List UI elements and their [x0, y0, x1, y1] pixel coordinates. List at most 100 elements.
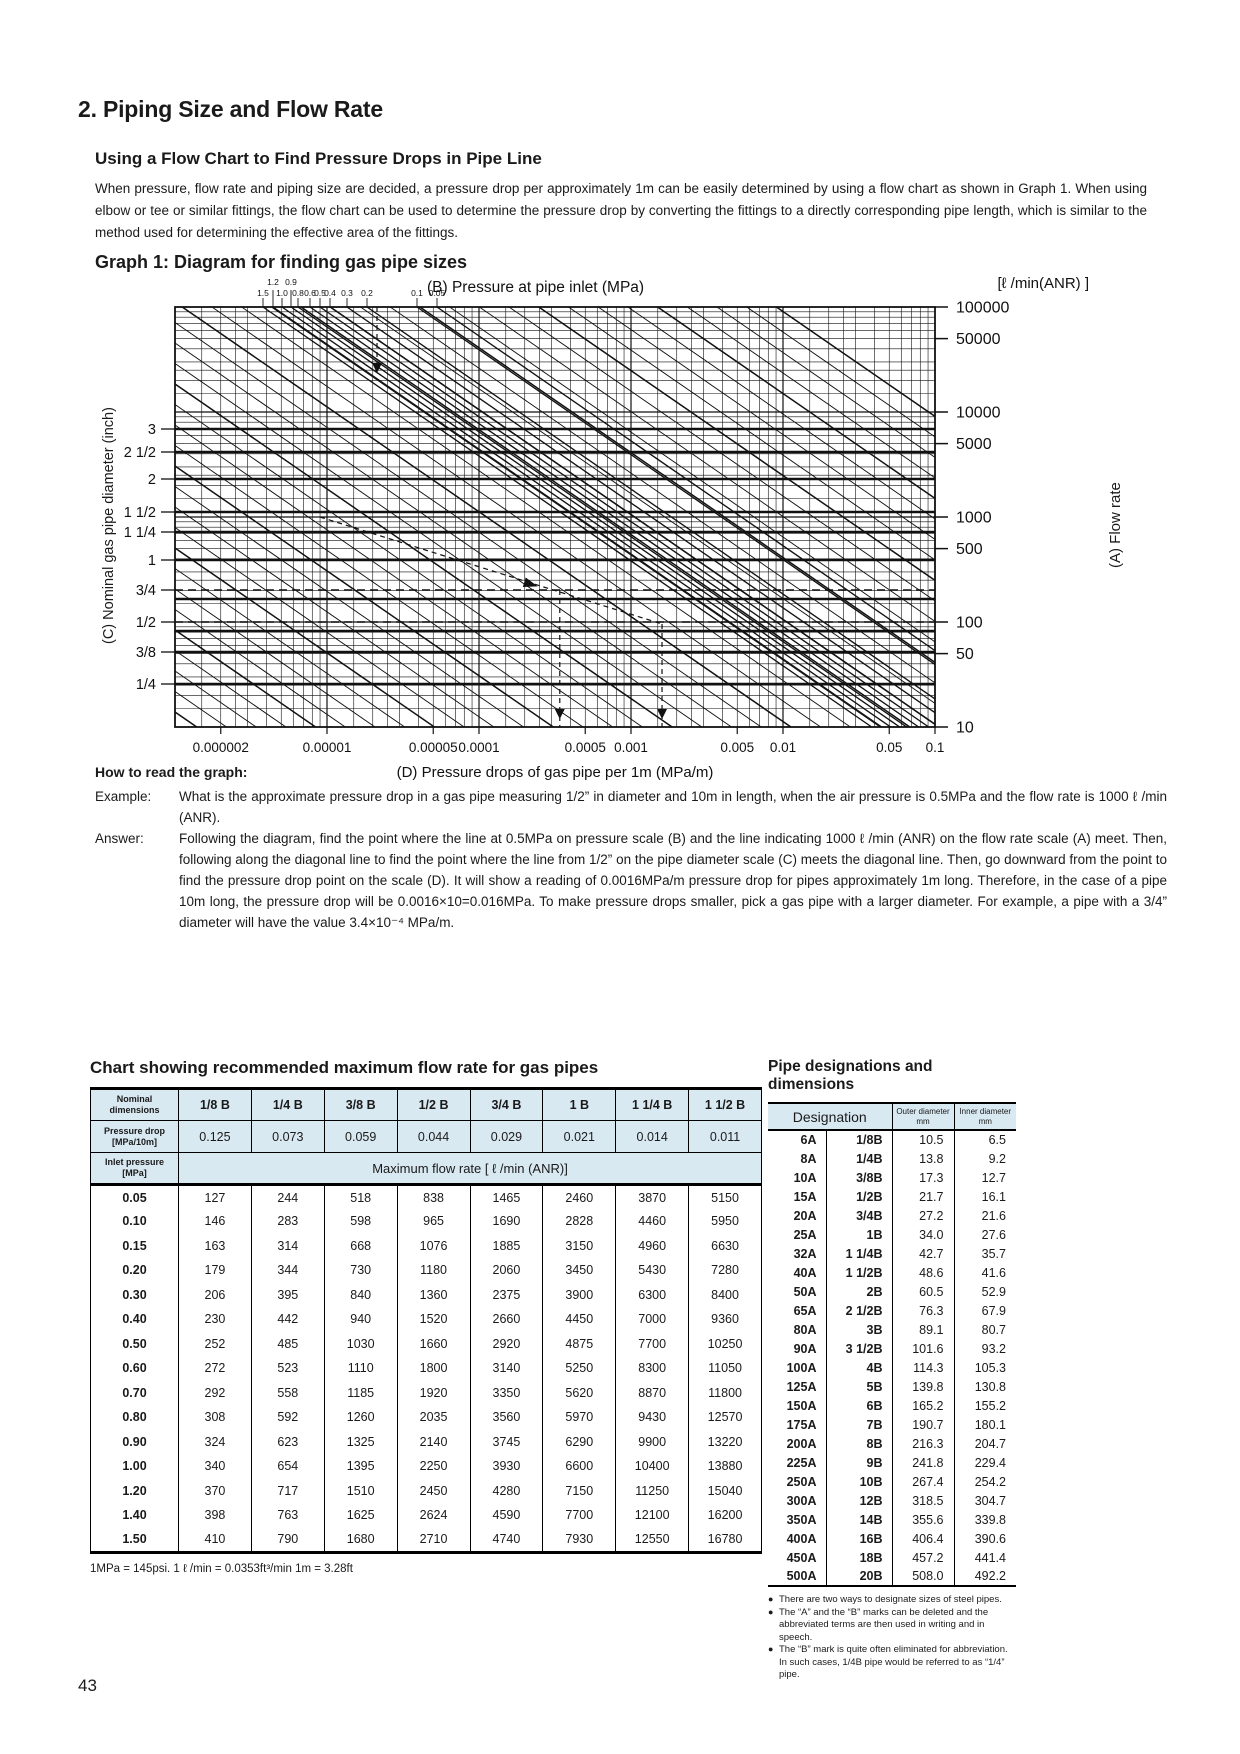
- flow-value: 11050: [688, 1356, 762, 1381]
- flow-value: 3870: [615, 1184, 690, 1209]
- flow-value: 7000: [615, 1307, 690, 1332]
- inlet-pressure-value: 0.05: [90, 1184, 179, 1209]
- diagonal-line: [181, 306, 792, 728]
- column-header: 1 1/4 B: [615, 1088, 690, 1121]
- flow-value: 8870: [615, 1380, 690, 1405]
- intro-paragraph: When pressure, flow rate and piping size…: [95, 181, 1147, 240]
- pressure-drop-row: Pressure drop [MPa/10m] 0.125 0.073 0.059 0.…: [90, 1120, 762, 1153]
- flow-value: 5970: [542, 1405, 617, 1430]
- flow-value: 1030: [323, 1331, 398, 1356]
- flow-value: 1920: [396, 1380, 471, 1405]
- flow-value: 940: [323, 1307, 398, 1332]
- flow-value: 2450: [396, 1478, 471, 1503]
- flow-value: 1185: [323, 1380, 398, 1405]
- flow-value: 344: [250, 1258, 325, 1283]
- bottom-tick-label: 0.000002: [193, 740, 249, 755]
- howto-answer-row: Answer: Following the diagram, find the …: [95, 828, 1167, 933]
- designation-b: 1/8B: [826, 1130, 893, 1149]
- outer-diameter-value: 10.5: [892, 1130, 955, 1149]
- inlet-pressure-value: 0.20: [90, 1258, 179, 1283]
- designation-b: 6B: [826, 1396, 893, 1415]
- nomograph-chart: 1.5 1.2 1.0 0.9 0.8 0.6 0.5 0.4 0.3 0.2 0.1 0.05 3 2 …: [75, 272, 1195, 784]
- top-tick-label: 0.1: [411, 288, 423, 298]
- designation-a: 80A: [768, 1320, 827, 1339]
- outer-diameter-value: 457.2: [892, 1548, 955, 1567]
- flow-value: 244: [250, 1184, 325, 1209]
- flow-value: 1625: [323, 1503, 398, 1528]
- designation-a: 6A: [768, 1130, 827, 1149]
- outer-diameter-value: 42.7: [892, 1244, 955, 1263]
- pipe-table-section: Pipe designations and dimensions Designa…: [768, 1058, 1018, 1682]
- column-header: 1/2 B: [396, 1088, 471, 1121]
- inner-diameter-value: 41.6: [981, 1265, 1006, 1280]
- table-row: 125A 5B 139.8 130.8: [768, 1377, 1016, 1396]
- inlet-pressure-value: 1.00: [90, 1454, 179, 1479]
- flow-value: 838: [396, 1184, 471, 1209]
- outer-diameter-value: 216.3: [892, 1434, 955, 1453]
- diagonal-line: [174, 404, 643, 728]
- inner-diameter-value: 67.9: [981, 1303, 1006, 1318]
- pressure-line: [346, 306, 936, 714]
- pressure-drop-value: 0.021: [542, 1120, 617, 1153]
- designation-b: 2B: [826, 1282, 893, 1301]
- inlet-pressure-value: 0.30: [90, 1282, 179, 1307]
- flow-value: 442: [250, 1307, 325, 1332]
- flow-unit-label: [ℓ /min(ANR) ]: [997, 275, 1089, 292]
- flow-value: 13220: [688, 1429, 762, 1454]
- outer-diameter-value: 406.4: [892, 1529, 955, 1548]
- right-tick-label: 10000: [956, 405, 1001, 422]
- flow-table-body: 0.05 127 244 518 838 1465 2460 3870 5150 0.10 146 2…: [90, 1184, 762, 1552]
- pipe-table-body: 6A 1/8B 10.5 6.5 8A 1/4B 13.8 9.2 10A 3/8B 17.3 12.…: [768, 1130, 1016, 1586]
- left-tick-label: 3/4: [136, 583, 156, 599]
- diagonal-line: [568, 306, 936, 561]
- diagonal-line: [174, 547, 435, 728]
- table-row: 0.40 230 442 940 1520 2660 4450 7000 9360: [90, 1307, 762, 1332]
- example-diagonal-dashed: [319, 516, 663, 625]
- table-row: 200A 8B 216.3 204.7: [768, 1434, 1016, 1453]
- table-row: 1.20 370 717 1510 2450 4280 7150 11250 15040: [90, 1478, 762, 1503]
- table-row: 10A 3/8B 17.3 12.7: [768, 1168, 1016, 1187]
- flow-value: 6600: [542, 1454, 617, 1479]
- designation-a: 350A: [768, 1510, 827, 1529]
- flow-value: 2060: [469, 1258, 544, 1283]
- inner-diameter-value: 21.6: [981, 1208, 1006, 1223]
- top-tick-label: 0.3: [341, 288, 353, 298]
- designation-a: 32A: [768, 1244, 827, 1263]
- right-tick-label: 1000: [956, 510, 992, 527]
- diagonal-line: [174, 322, 762, 728]
- maxflow-label: Maximum flow rate [ ℓ /min (ANR)]: [178, 1152, 762, 1186]
- table-row: 0.10 146 283 598 965 1690 2828 4460 5950: [90, 1209, 762, 1234]
- flow-value: 1465: [469, 1184, 544, 1209]
- table-row: 0.05 127 244 518 838 1465 2460 3870 5150: [90, 1184, 762, 1209]
- bottom-tick-label: 0.001: [614, 740, 648, 755]
- inner-diameter-value: 16.1: [981, 1189, 1006, 1204]
- flow-value: 1110: [323, 1356, 398, 1381]
- example-text: What is the approximate pressure drop in…: [179, 788, 1167, 825]
- outer-diameter-value: 13.8: [892, 1149, 955, 1168]
- inlet-pressure-value: 0.10: [90, 1209, 179, 1234]
- table-row: 25A 1B 34.0 27.6: [768, 1225, 1016, 1244]
- column-header: 3/8 B: [323, 1088, 398, 1121]
- flow-value: 3745: [469, 1429, 544, 1454]
- pressure-drop-value: 0.014: [615, 1120, 690, 1153]
- flow-value: 370: [178, 1478, 252, 1503]
- flow-value: 2460: [542, 1184, 617, 1209]
- diagonal-line: [241, 306, 851, 728]
- flow-value: 6300: [615, 1282, 690, 1307]
- flow-value: 9360: [688, 1307, 762, 1332]
- flow-value: 1520: [396, 1307, 471, 1332]
- flow-value: 308: [178, 1405, 252, 1430]
- flow-value: 1360: [396, 1282, 471, 1307]
- flow-value: 9430: [615, 1405, 690, 1430]
- top-tick-label: 0.8: [292, 288, 304, 298]
- pressure-line: [281, 306, 892, 728]
- flow-value: 2624: [396, 1503, 471, 1528]
- table-row: 32A 1 1/4B 42.7 35.7: [768, 1244, 1016, 1263]
- flow-value: 10250: [688, 1331, 762, 1356]
- diagonal-line: [174, 424, 613, 728]
- outer-diameter-value: 101.6: [892, 1339, 955, 1358]
- flow-value: 965: [396, 1209, 471, 1234]
- diagonal-line: [174, 568, 405, 728]
- diagonal-line: [174, 465, 554, 728]
